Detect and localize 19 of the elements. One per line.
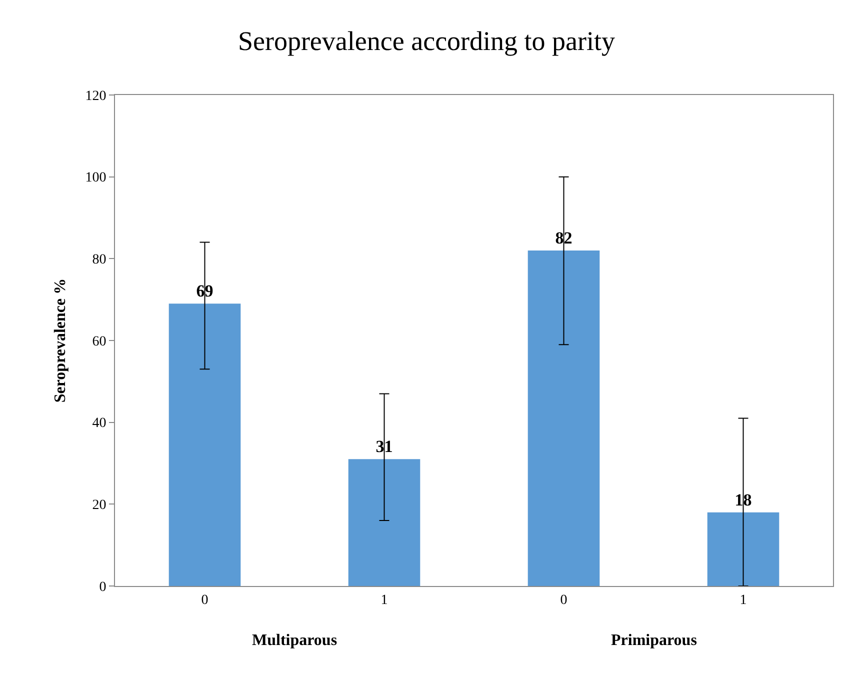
x-tick-label: 1 [380, 592, 388, 608]
y-tick-label: 40 [92, 416, 106, 432]
y-tick-label: 100 [85, 170, 106, 186]
text: Primiparous [611, 632, 697, 649]
chart-title: Seroprevalence according to parity [238, 26, 616, 56]
y-tick-label: 80 [92, 252, 106, 268]
y-axis-title: Seroprevalence % [52, 278, 70, 403]
bar [528, 250, 600, 586]
bar [348, 459, 420, 586]
y-tick-label: 20 [92, 498, 106, 514]
x-tick-label: 0 [560, 592, 568, 608]
text: Multiparous [252, 632, 338, 649]
y-tick-label: 120 [85, 88, 106, 104]
x-tick-label: 1 [740, 592, 747, 608]
bar [168, 304, 241, 586]
y-tick-label: 0 [99, 580, 106, 595]
bar [707, 512, 780, 586]
x-tick-label: 0 [201, 592, 208, 608]
y-tick-label: 60 [92, 334, 106, 350]
